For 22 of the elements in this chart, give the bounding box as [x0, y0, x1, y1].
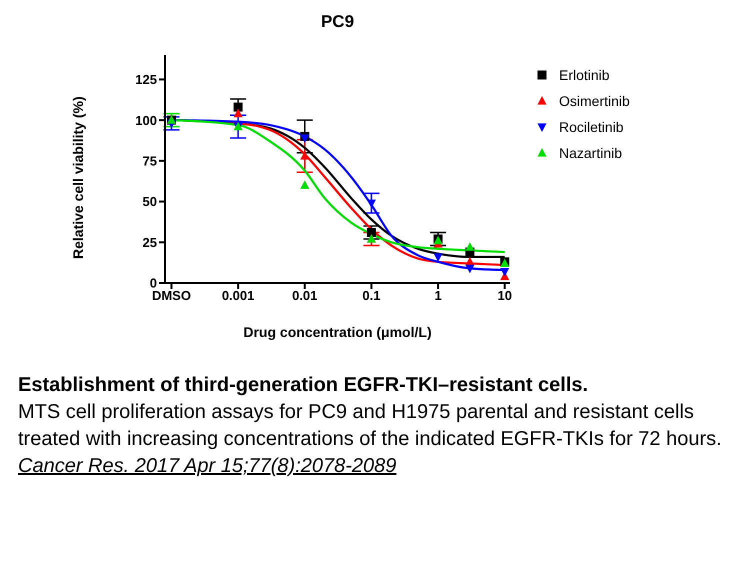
text: Establishment of third-generation EGFR-TKI–resistant cells. [18, 374, 588, 396]
y-tick-label: 50 [142, 194, 157, 210]
y-tick-label: 0 [150, 276, 157, 291]
legend-label: Nazartinib [559, 145, 622, 161]
legend-label: Rociletinib [559, 119, 624, 135]
legend-label: Erlotinib [559, 67, 610, 83]
y-tick-label: 75 [142, 153, 157, 168]
y-tick-label: 125 [135, 72, 157, 88]
y-axis-title: Relative cell viability (%) [70, 96, 86, 259]
text: Cancer Res. 2017 Apr 15;77(8):2078-2089 [18, 455, 396, 477]
x-tick-label: 0.01 [292, 288, 318, 304]
x-axis-title: Drug concentration (μmol/L) [243, 324, 432, 340]
x-tick-label: 0.001 [222, 288, 254, 304]
text: MTS cell proliferation assays for PC9 and H1975 parental and resistant cells treated with increasing concentrations of the indicated EGFR-TKIs for 72 hours. [18, 401, 722, 450]
legend-label: Osimertinib [559, 93, 630, 109]
y-tick-label: 25 [142, 234, 157, 250]
y-tick-label: 100 [135, 112, 157, 128]
x-tick-label: DMSO [152, 288, 191, 304]
x-tick-label: 0.1 [362, 288, 380, 304]
x-tick-label: 10 [497, 288, 512, 304]
chart-title: PC9 [320, 12, 354, 31]
x-tick-label: 1 [434, 288, 442, 304]
